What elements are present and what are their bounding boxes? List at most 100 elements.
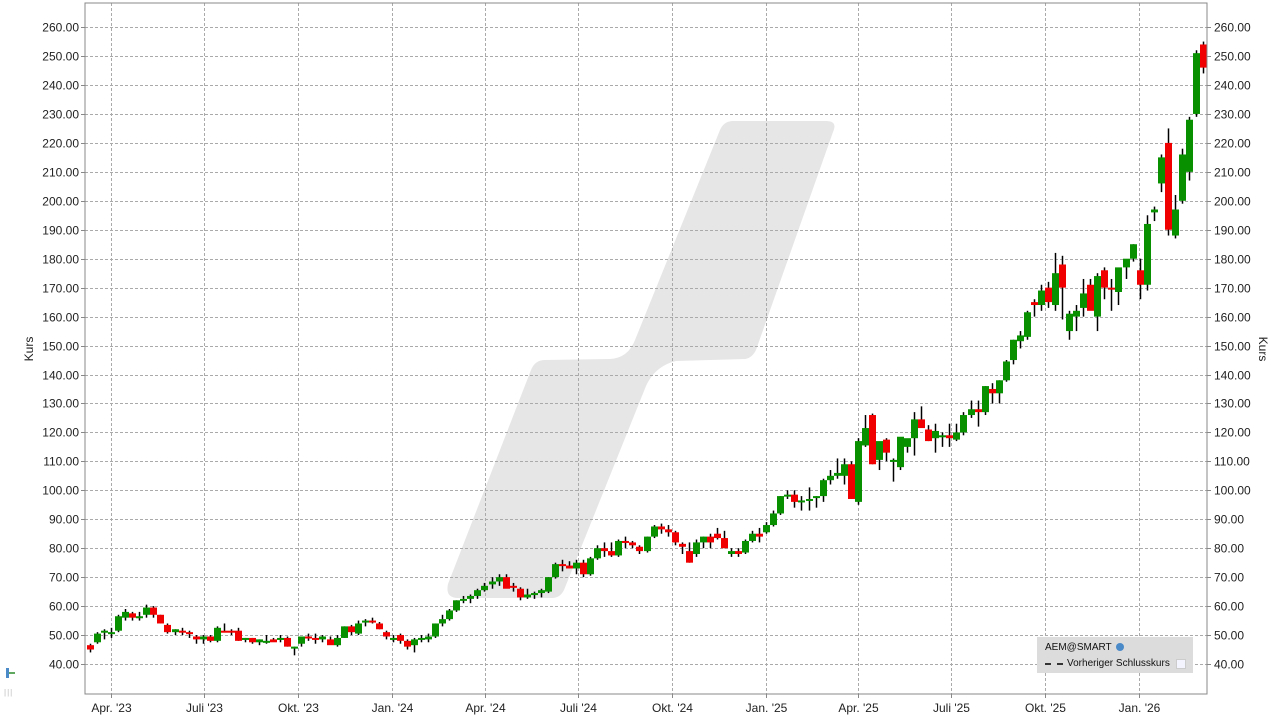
y-tick-label: 100.00 xyxy=(42,484,79,498)
candle xyxy=(658,523,665,534)
y-tick-label: 200.00 xyxy=(1214,195,1251,209)
candle xyxy=(1158,154,1165,193)
candle xyxy=(101,629,108,640)
candle xyxy=(115,614,122,633)
candle xyxy=(312,633,319,644)
y-tick-label: 230.00 xyxy=(42,108,79,122)
candle xyxy=(1010,339,1017,365)
candle xyxy=(911,412,918,456)
candle xyxy=(143,604,150,618)
candle xyxy=(1003,360,1010,382)
candle xyxy=(87,643,94,653)
y-tick-label: 220.00 xyxy=(1214,137,1251,151)
candle xyxy=(453,600,460,612)
candle xyxy=(601,542,608,557)
candle xyxy=(432,623,439,638)
y-tick-label: 210.00 xyxy=(1214,166,1251,180)
candle xyxy=(714,527,721,540)
candle xyxy=(503,574,510,589)
y-tick-label: 210.00 xyxy=(42,166,79,180)
candle xyxy=(608,542,615,557)
y-tick-label: 180.00 xyxy=(1214,253,1251,267)
x-tick-label: Apr. '25 xyxy=(838,701,879,715)
globe-icon[interactable] xyxy=(1115,643,1124,652)
y-tick-label: 160.00 xyxy=(1214,311,1251,325)
candle xyxy=(834,458,841,479)
candle xyxy=(672,530,679,546)
candle xyxy=(348,624,355,636)
prev-close-toggle-checkbox[interactable] xyxy=(1175,658,1186,669)
candle xyxy=(770,510,777,527)
candle xyxy=(1108,278,1115,311)
candle xyxy=(869,413,876,465)
candle xyxy=(756,527,763,543)
candle xyxy=(862,415,869,447)
candle xyxy=(200,635,207,644)
candle xyxy=(848,461,855,499)
candle xyxy=(798,496,805,511)
candle xyxy=(425,633,432,643)
legend: AEM@SMART Vorheriger Schlusskurs xyxy=(1037,637,1193,673)
y-axis-label-left: Kurs xyxy=(22,337,36,362)
dashed-line-icon xyxy=(1045,662,1063,665)
candle xyxy=(510,582,517,592)
candle xyxy=(214,626,221,643)
candle xyxy=(735,548,742,557)
grid-lines xyxy=(85,3,1207,694)
y-tick-label: 50.00 xyxy=(1214,629,1244,643)
y-tick-label: 260.00 xyxy=(1214,21,1251,35)
candle xyxy=(897,436,904,471)
candle xyxy=(566,561,573,569)
candle xyxy=(284,636,291,647)
candle xyxy=(446,608,453,621)
candle xyxy=(341,626,348,638)
candle xyxy=(411,637,418,653)
candle xyxy=(636,545,643,554)
y-tick-label: 190.00 xyxy=(1214,224,1251,238)
y-tick-label: 260.00 xyxy=(42,21,79,35)
candle xyxy=(939,432,946,447)
y-tick-label: 180.00 xyxy=(42,253,79,267)
candle xyxy=(517,587,524,601)
y-tick-label: 160.00 xyxy=(42,311,79,325)
candle xyxy=(1094,273,1101,332)
resize-handle-icon[interactable]: ||| xyxy=(4,688,14,697)
candle xyxy=(700,536,707,549)
candle xyxy=(644,536,651,553)
y-axis-right: 260.00 250.00 240.00 230.00 220.00 210.00 200.… xyxy=(1207,21,1251,672)
chart-tool-icon[interactable] xyxy=(5,668,15,678)
plot-frame xyxy=(84,2,1208,695)
candle xyxy=(679,542,686,554)
candle xyxy=(707,533,714,549)
candle xyxy=(179,627,186,636)
y-tick-label: 130.00 xyxy=(1214,397,1251,411)
candle xyxy=(777,496,784,515)
x-tick-label: Apr. '24 xyxy=(465,701,506,715)
candle xyxy=(460,595,467,604)
y-tick-label: 150.00 xyxy=(42,340,79,354)
candle xyxy=(334,635,341,647)
candle xyxy=(968,400,975,418)
candle xyxy=(742,539,749,554)
y-tick-label: 60.00 xyxy=(49,600,79,614)
candle xyxy=(108,627,115,638)
y-tick-label: 40.00 xyxy=(1214,658,1244,672)
candle xyxy=(1045,281,1052,308)
candle xyxy=(207,635,214,643)
candle xyxy=(1165,128,1172,236)
candle xyxy=(305,633,312,641)
candle xyxy=(256,639,263,646)
candle xyxy=(369,617,376,624)
candle xyxy=(319,635,326,643)
candle xyxy=(651,525,658,539)
y-tick-label: 100.00 xyxy=(1214,484,1251,498)
candle xyxy=(404,639,411,650)
candle xyxy=(876,441,883,471)
legend-symbol: AEM@SMART xyxy=(1045,642,1112,653)
candle xyxy=(1137,258,1144,300)
candle xyxy=(686,542,693,563)
y-tick-label: 60.00 xyxy=(1214,600,1244,614)
candle xyxy=(806,487,813,511)
candle xyxy=(376,622,383,630)
